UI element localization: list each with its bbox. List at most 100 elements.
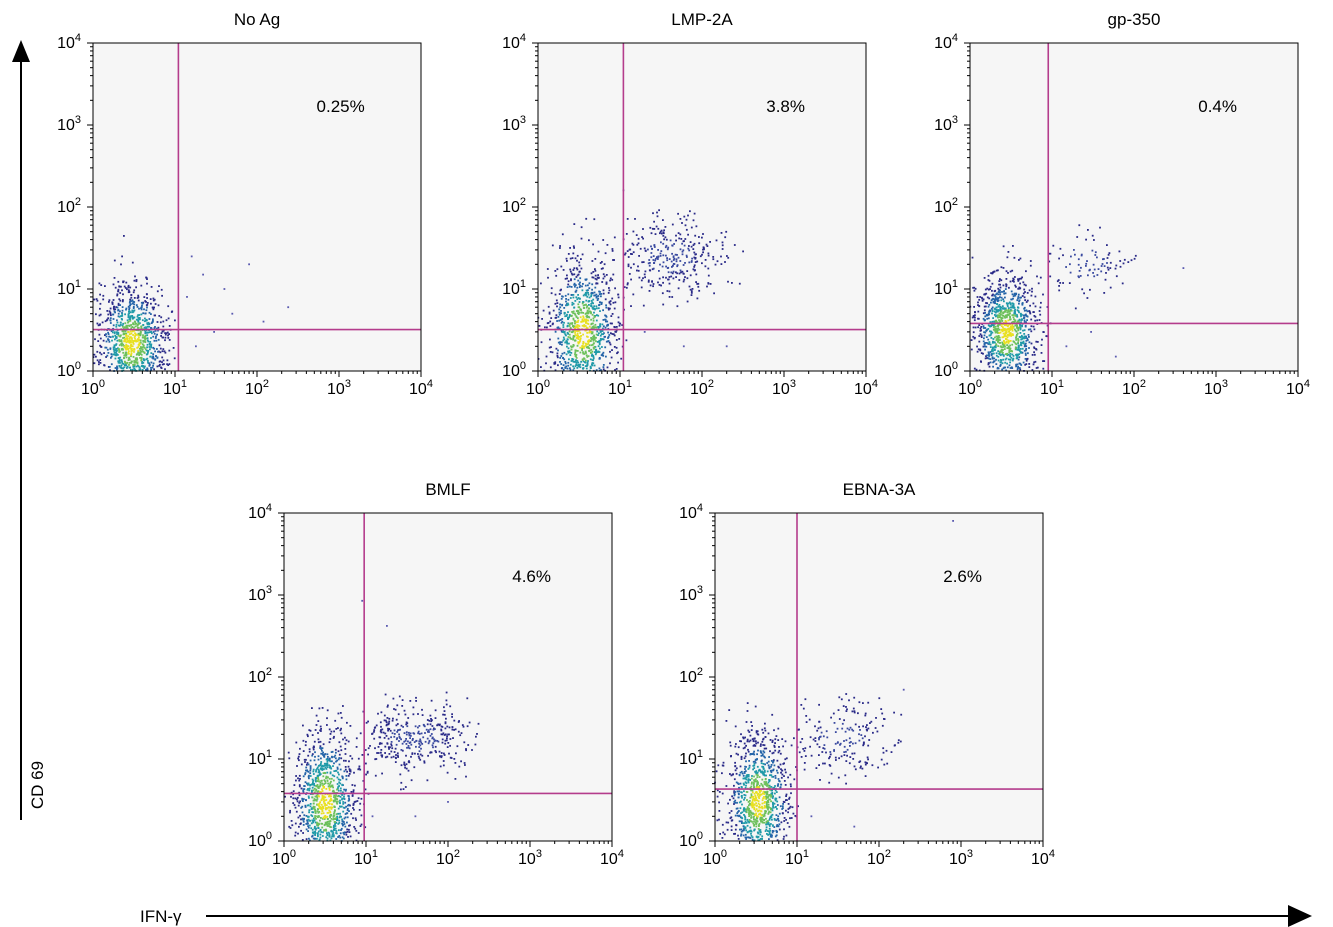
event-dot [321,809,324,812]
event-dot [750,721,753,723]
event-dot [129,319,132,322]
event-dot [588,296,591,299]
event-dot [130,355,132,358]
event-dot [306,762,309,764]
event-dot [1017,365,1019,368]
event-dot [617,316,620,319]
event-dot [318,838,321,841]
event-dot [651,227,654,230]
event-dot [330,730,333,733]
event-dot [449,738,452,740]
event-dot [1092,272,1094,274]
event-dot [983,277,986,279]
event-dot [995,293,998,296]
event-dot [547,305,550,308]
event-dot [304,781,307,784]
event-dot [615,329,618,332]
event-dot [352,803,355,805]
event-dot [573,283,576,286]
event-dot [138,347,141,350]
x-tick-label: 100 [81,378,105,398]
event-dot [1014,347,1017,350]
event-dot [976,345,978,348]
event-dot [587,342,590,345]
event-dot [625,286,628,289]
event-dot [115,354,118,357]
event-dot [471,749,473,751]
event-dot [132,300,135,303]
event-dot [318,707,321,710]
event-dot [127,359,130,361]
event-dot [116,319,118,322]
event-dot [589,331,592,333]
event-dot [330,767,333,770]
event-dot [611,322,613,325]
event-dot [427,729,430,732]
event-dot [326,766,329,768]
event-dot [709,241,711,243]
event-dot [653,261,656,264]
event-dot [137,364,139,367]
event-dot [1023,342,1025,345]
event-dot [393,708,395,710]
event-dot [117,304,120,306]
event-dot [307,788,309,790]
event-dot [340,815,342,818]
event-dot [997,310,999,313]
event-dot [313,819,316,822]
event-dot [454,762,457,764]
event-dot [132,340,135,342]
event-dot [995,310,998,313]
event-dot [129,300,131,303]
event-dot [150,346,153,349]
y-tick-label: 101 [934,278,958,298]
event-dot [163,350,166,353]
event-dot [1074,253,1076,256]
event-dot [549,366,552,369]
event-dot [126,324,129,327]
event-dot [609,307,611,310]
event-dot [1007,272,1009,274]
event-dot [566,340,568,343]
event-dot [598,304,600,307]
event-dot [377,752,380,754]
event-dot [142,365,144,367]
event-dot [134,368,136,371]
event-dot [136,346,139,349]
event-dot [774,738,777,741]
event-dot [996,314,998,317]
outlier-dot [1182,267,1185,269]
event-dot [1127,261,1130,263]
event-dot [323,800,325,803]
event-dot [417,732,419,735]
event-dot [353,808,355,811]
event-dot [304,806,307,808]
event-dot [118,315,121,318]
event-dot [593,315,596,318]
event-dot [349,835,352,838]
event-dot [156,321,159,323]
event-dot [582,315,585,318]
event-dot [595,296,598,299]
event-dot [411,752,414,755]
event-dot [158,364,161,367]
event-dot [315,724,318,726]
event-dot [564,294,567,297]
event-dot [785,757,788,760]
event-dot [138,317,141,319]
event-dot [566,342,569,345]
event-dot [1003,345,1006,348]
event-dot [994,330,996,332]
event-dot [997,299,1000,302]
event-dot [113,308,115,311]
event-dot [790,817,793,819]
event-dot [991,306,994,309]
event-dot [997,287,1000,290]
x-tick-label: 102 [1122,378,1146,398]
event-dot [302,775,305,778]
event-dot [305,823,308,825]
event-dot [110,353,113,355]
event-dot [133,363,136,366]
event-dot [338,753,341,756]
event-dot [595,319,598,322]
